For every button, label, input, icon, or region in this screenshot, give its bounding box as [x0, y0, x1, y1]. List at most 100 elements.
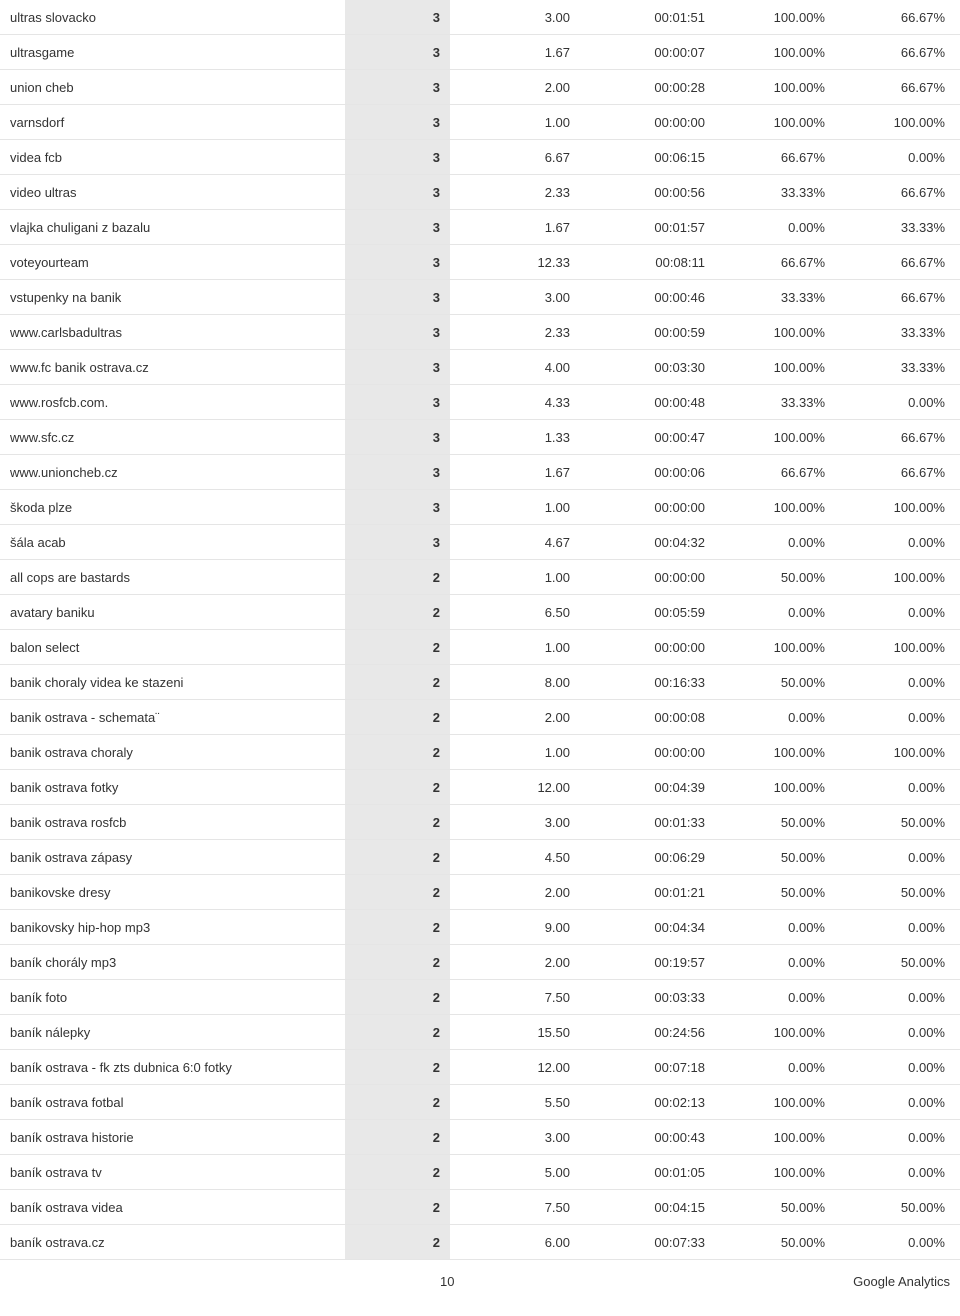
time-cell: 00:00:00 [580, 570, 715, 585]
table-row[interactable]: ultrasgame31.6700:00:07100.00%66.67% [0, 35, 960, 70]
keyword-cell: union cheb [0, 80, 345, 95]
time-cell: 00:00:47 [580, 430, 715, 445]
table-row[interactable]: www.carlsbadultras32.3300:00:59100.00%33… [0, 315, 960, 350]
keyword-cell: ultras slovacko [0, 10, 345, 25]
visits-cell: 2 [345, 910, 450, 944]
bounce-cell: 66.67% [835, 45, 955, 60]
new-visits-cell: 50.00% [715, 815, 835, 830]
visits-cell: 2 [345, 1225, 450, 1259]
keyword-cell: www.fc banik ostrava.cz [0, 360, 345, 375]
table-row[interactable]: banik ostrava fotky212.0000:04:39100.00%… [0, 770, 960, 805]
new-visits-cell: 100.00% [715, 45, 835, 60]
time-cell: 00:01:51 [580, 10, 715, 25]
bounce-cell: 100.00% [835, 570, 955, 585]
time-cell: 00:00:28 [580, 80, 715, 95]
time-cell: 00:03:33 [580, 990, 715, 1005]
new-visits-cell: 0.00% [715, 220, 835, 235]
table-row[interactable]: videa fcb36.6700:06:1566.67%0.00% [0, 140, 960, 175]
table-row[interactable]: video ultras32.3300:00:5633.33%66.67% [0, 175, 960, 210]
table-row[interactable]: all cops are bastards21.0000:00:0050.00%… [0, 560, 960, 595]
table-row[interactable]: www.unioncheb.cz31.6700:00:0666.67%66.67… [0, 455, 960, 490]
table-row[interactable]: šála acab34.6700:04:320.00%0.00% [0, 525, 960, 560]
pages-cell: 4.33 [450, 395, 580, 410]
pages-cell: 15.50 [450, 1025, 580, 1040]
new-visits-cell: 100.00% [715, 640, 835, 655]
bounce-cell: 50.00% [835, 815, 955, 830]
bounce-cell: 0.00% [835, 675, 955, 690]
table-row[interactable]: baník nálepky215.5000:24:56100.00%0.00% [0, 1015, 960, 1050]
table-row[interactable]: baník foto27.5000:03:330.00%0.00% [0, 980, 960, 1015]
table-row[interactable]: banik ostrava rosfcb23.0000:01:3350.00%5… [0, 805, 960, 840]
bounce-cell: 0.00% [835, 1060, 955, 1075]
bounce-cell: 33.33% [835, 325, 955, 340]
table-row[interactable]: www.sfc.cz31.3300:00:47100.00%66.67% [0, 420, 960, 455]
visits-cell: 2 [345, 560, 450, 594]
table-row[interactable]: banikovsky hip-hop mp329.0000:04:340.00%… [0, 910, 960, 945]
table-row[interactable]: avatary baniku26.5000:05:590.00%0.00% [0, 595, 960, 630]
table-row[interactable]: balon select21.0000:00:00100.00%100.00% [0, 630, 960, 665]
visits-cell: 2 [345, 1120, 450, 1154]
table-row[interactable]: union cheb32.0000:00:28100.00%66.67% [0, 70, 960, 105]
new-visits-cell: 33.33% [715, 290, 835, 305]
bounce-cell: 66.67% [835, 10, 955, 25]
table-row[interactable]: vstupenky na banik33.0000:00:4633.33%66.… [0, 280, 960, 315]
table-row[interactable]: www.fc banik ostrava.cz34.0000:03:30100.… [0, 350, 960, 385]
new-visits-cell: 33.33% [715, 395, 835, 410]
visits-cell: 3 [345, 385, 450, 419]
table-row[interactable]: baník ostrava videa27.5000:04:1550.00%50… [0, 1190, 960, 1225]
bounce-cell: 0.00% [835, 990, 955, 1005]
table-row[interactable]: baník ostrava tv25.0000:01:05100.00%0.00… [0, 1155, 960, 1190]
keyword-cell: banik ostrava choraly [0, 745, 345, 760]
keyword-cell: vstupenky na banik [0, 290, 345, 305]
pages-cell: 1.67 [450, 220, 580, 235]
visits-cell: 2 [345, 630, 450, 664]
table-row[interactable]: banikovske dresy22.0000:01:2150.00%50.00… [0, 875, 960, 910]
pages-cell: 1.33 [450, 430, 580, 445]
pages-cell: 6.67 [450, 150, 580, 165]
keyword-cell: avatary baniku [0, 605, 345, 620]
table-row[interactable]: banik ostrava zápasy24.5000:06:2950.00%0… [0, 840, 960, 875]
time-cell: 00:00:07 [580, 45, 715, 60]
bounce-cell: 0.00% [835, 780, 955, 795]
visits-cell: 3 [345, 175, 450, 209]
pages-cell: 1.67 [450, 465, 580, 480]
time-cell: 00:00:43 [580, 1130, 715, 1145]
new-visits-cell: 66.67% [715, 150, 835, 165]
table-row[interactable]: banik ostrava - schemata¨22.0000:00:080.… [0, 700, 960, 735]
table-row[interactable]: banik choraly videa ke stazeni28.0000:16… [0, 665, 960, 700]
table-row[interactable]: škoda plze31.0000:00:00100.00%100.00% [0, 490, 960, 525]
table-row[interactable]: voteyourteam312.3300:08:1166.67%66.67% [0, 245, 960, 280]
table-row[interactable]: baník chorály mp322.0000:19:570.00%50.00… [0, 945, 960, 980]
pages-cell: 6.50 [450, 605, 580, 620]
table-row[interactable]: baník ostrava fotbal25.5000:02:13100.00%… [0, 1085, 960, 1120]
visits-cell: 2 [345, 840, 450, 874]
visits-cell: 2 [345, 1085, 450, 1119]
table-row[interactable]: ultras slovacko33.0000:01:51100.00%66.67… [0, 0, 960, 35]
pages-cell: 3.00 [450, 290, 580, 305]
bounce-cell: 50.00% [835, 885, 955, 900]
page-number: 10 [440, 1274, 454, 1289]
table-row[interactable]: baník ostrava historie23.0000:00:43100.0… [0, 1120, 960, 1155]
analytics-table: ultras slovacko33.0000:01:51100.00%66.67… [0, 0, 960, 1260]
visits-cell: 3 [345, 70, 450, 104]
keyword-cell: www.unioncheb.cz [0, 465, 345, 480]
bounce-cell: 66.67% [835, 255, 955, 270]
visits-cell: 3 [345, 105, 450, 139]
time-cell: 00:00:00 [580, 745, 715, 760]
table-row[interactable]: baník ostrava.cz26.0000:07:3350.00%0.00% [0, 1225, 960, 1260]
table-row[interactable]: www.rosfcb.com.34.3300:00:4833.33%0.00% [0, 385, 960, 420]
bounce-cell: 0.00% [835, 850, 955, 865]
table-row[interactable]: baník ostrava - fk zts dubnica 6:0 fotky… [0, 1050, 960, 1085]
table-row[interactable]: vlajka chuligani z bazalu31.6700:01:570.… [0, 210, 960, 245]
visits-cell: 2 [345, 735, 450, 769]
time-cell: 00:04:34 [580, 920, 715, 935]
new-visits-cell: 66.67% [715, 255, 835, 270]
brand-label: Google Analytics [853, 1274, 950, 1289]
visits-cell: 3 [345, 140, 450, 174]
new-visits-cell: 100.00% [715, 1165, 835, 1180]
visits-cell: 3 [345, 525, 450, 559]
table-row[interactable]: banik ostrava choraly21.0000:00:00100.00… [0, 735, 960, 770]
new-visits-cell: 50.00% [715, 850, 835, 865]
pages-cell: 1.67 [450, 45, 580, 60]
table-row[interactable]: varnsdorf31.0000:00:00100.00%100.00% [0, 105, 960, 140]
